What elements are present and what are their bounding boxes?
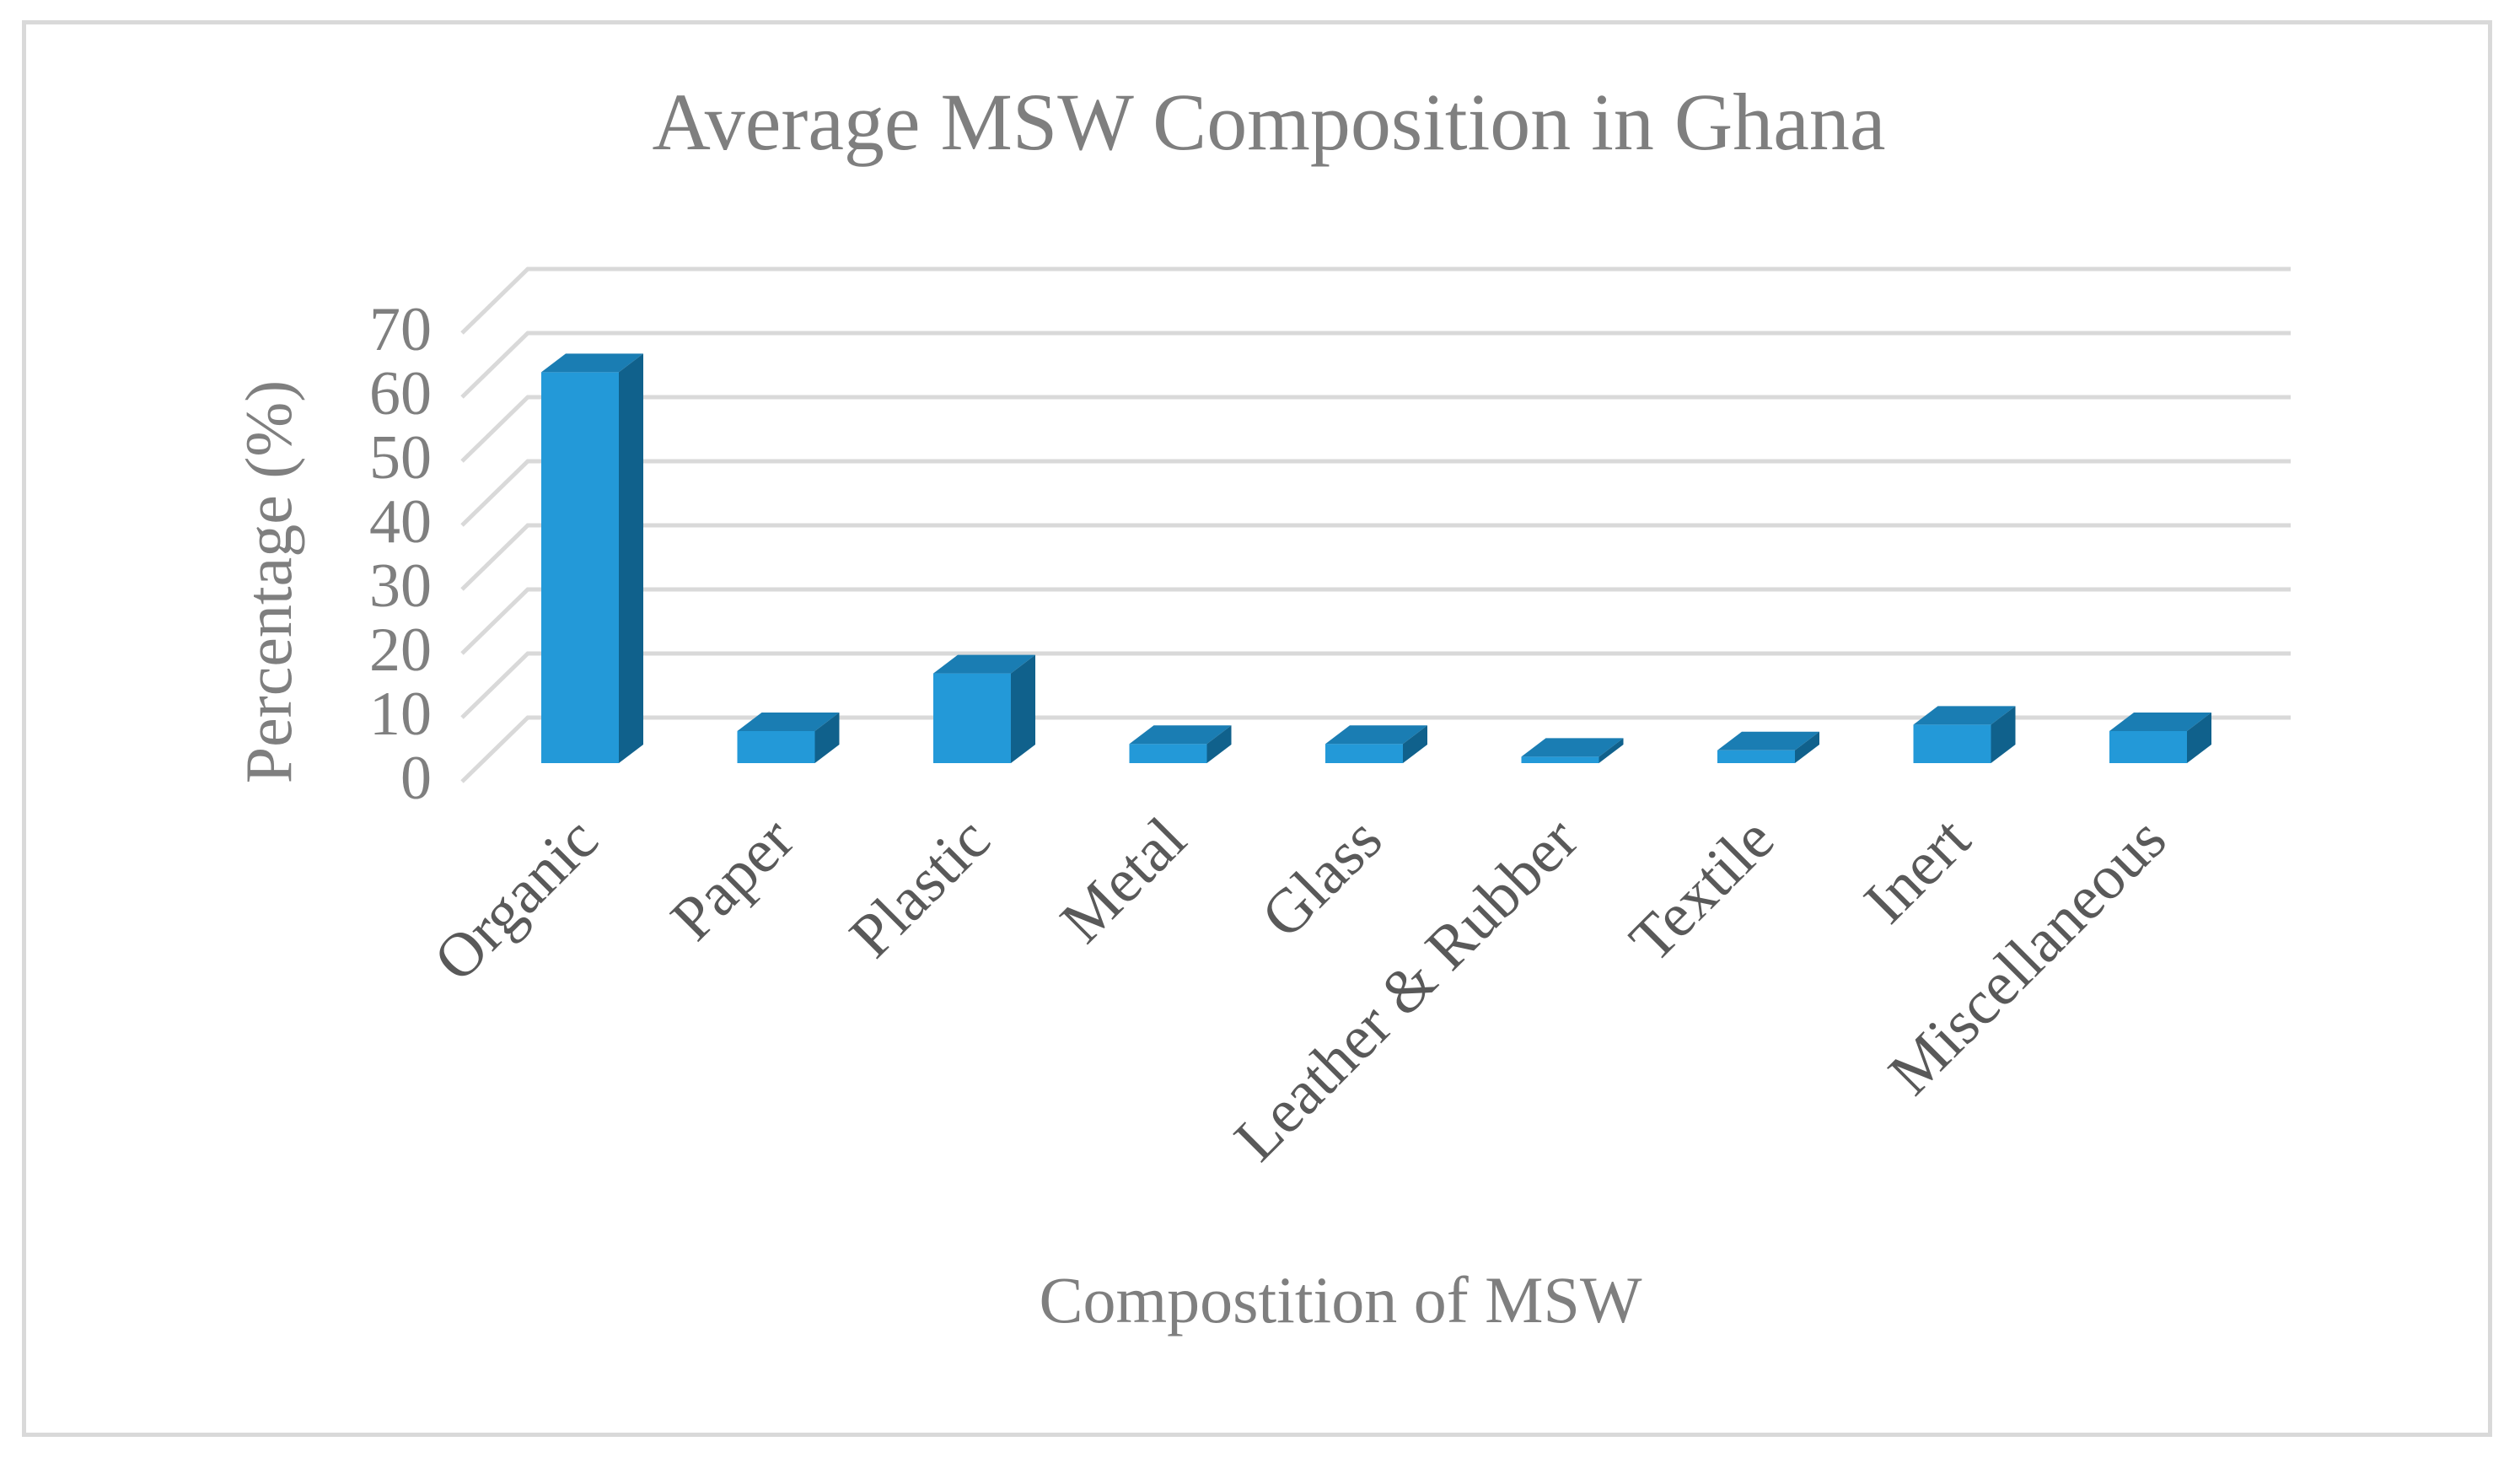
bar-side-face — [1991, 706, 2016, 763]
bar-top-face — [1129, 725, 1232, 745]
y-tick-label: 20 — [369, 616, 432, 685]
x-category-label: Metal — [1047, 804, 1199, 956]
gridline — [460, 651, 2291, 719]
bar — [1717, 731, 1819, 763]
chart-frame — [22, 20, 2492, 1437]
x-category-label: Inert — [1851, 804, 1984, 937]
y-tick-label: 0 — [400, 744, 432, 813]
x-category-label: Paper — [658, 804, 807, 954]
bar-top-face — [1325, 725, 1427, 745]
bar-front-face — [737, 731, 815, 763]
x-category-label: Textile — [1617, 804, 1788, 976]
bar-top-face — [1521, 738, 1624, 757]
gridline — [460, 266, 2291, 335]
gridline — [460, 587, 2291, 655]
chart-title: Average MSW Composition in Ghana — [653, 77, 1886, 167]
bar-side-face — [1795, 731, 1819, 763]
y-tick-label: 40 — [369, 487, 432, 557]
bars — [541, 353, 2211, 763]
bar-side-face — [2187, 713, 2211, 763]
x-category-label: Leather & Rubber — [1222, 804, 1592, 1175]
y-tick-label: 30 — [369, 551, 432, 621]
bar — [1325, 725, 1427, 763]
bar — [541, 353, 643, 763]
bar-top-face — [2109, 713, 2211, 731]
gridline — [460, 715, 2291, 783]
gridline — [460, 395, 2291, 463]
bar-top-face — [541, 353, 643, 373]
bar-side-face — [1206, 725, 1232, 763]
gridline — [460, 459, 2291, 527]
bar-front-face — [1913, 724, 1991, 763]
bar — [737, 713, 840, 763]
bar-side-face — [1599, 738, 1624, 763]
bar-front-face — [1325, 744, 1403, 763]
bar-front-face — [1717, 750, 1795, 763]
bar — [1129, 725, 1232, 763]
bar-side-face — [619, 353, 643, 763]
y-axis-title: Percentage (%) — [232, 380, 305, 784]
bar — [1521, 738, 1624, 763]
x-category-label: Plastic — [837, 804, 1004, 971]
bar-front-face — [1129, 744, 1207, 763]
bar-top-face — [1717, 731, 1819, 750]
y-tick-label: 60 — [369, 359, 432, 428]
bar-top-face — [1913, 706, 2016, 725]
bar-side-face — [1011, 654, 1035, 763]
bar-side-face — [814, 713, 840, 763]
bar-side-face — [1403, 725, 1427, 763]
bar — [1913, 706, 2016, 763]
bar-front-face — [2109, 731, 2187, 763]
bar — [2109, 713, 2211, 763]
y-tick-label: 10 — [369, 680, 432, 749]
bar-front-face — [933, 673, 1011, 763]
bar-front-face — [1521, 756, 1599, 763]
bar-top-face — [933, 654, 1035, 674]
x-category-label: Organic — [421, 804, 611, 995]
gridline — [460, 331, 2291, 399]
gridlines — [460, 266, 2291, 783]
gridline — [460, 523, 2291, 591]
y-tick-label: 70 — [369, 295, 432, 364]
bar-top-face — [737, 713, 840, 731]
bar — [933, 654, 1035, 763]
y-tick-label: 50 — [369, 423, 432, 492]
x-axis-title: Compostition of MSW — [1039, 1263, 1641, 1337]
x-category-label: Glass — [1249, 804, 1395, 951]
bar-front-face — [541, 372, 619, 763]
